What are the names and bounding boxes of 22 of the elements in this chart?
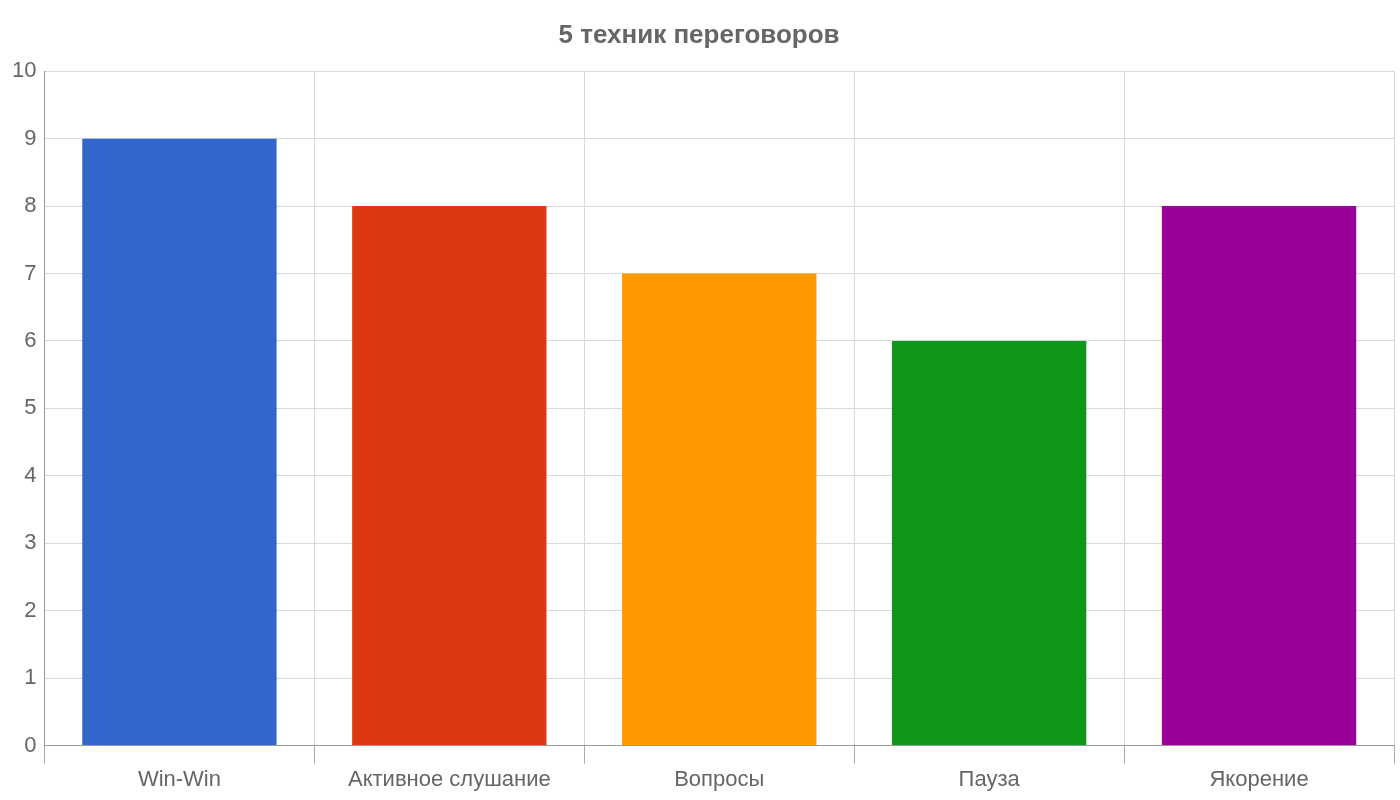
y-tick-label: 8 xyxy=(24,192,37,218)
x-tick-label: Пауза xyxy=(958,765,1021,791)
y-tick-label: 9 xyxy=(24,124,37,150)
x-tick-label: Активное слушание xyxy=(347,765,551,791)
y-tick-label: 0 xyxy=(24,731,37,757)
y-tick-label: 5 xyxy=(24,394,37,420)
y-tick-label: 2 xyxy=(24,596,37,622)
y-tick-label: 3 xyxy=(24,529,37,555)
y-tick-label: 1 xyxy=(24,664,37,690)
y-tick-label: 10 xyxy=(11,57,37,83)
x-tick-label: Вопросы xyxy=(674,765,765,791)
y-tick-label: 4 xyxy=(24,461,37,487)
y-tick-label: 7 xyxy=(24,259,37,285)
y-tick-label: 6 xyxy=(24,327,37,353)
bar xyxy=(352,206,547,746)
bar xyxy=(82,138,277,746)
x-tick-label: Якорение xyxy=(1209,765,1309,791)
x-tick-label: Win-Win xyxy=(137,765,221,791)
bar xyxy=(622,273,817,746)
bar xyxy=(1161,206,1357,746)
chart-title: 5 техник переговоров xyxy=(558,18,840,49)
bar xyxy=(891,340,1087,746)
